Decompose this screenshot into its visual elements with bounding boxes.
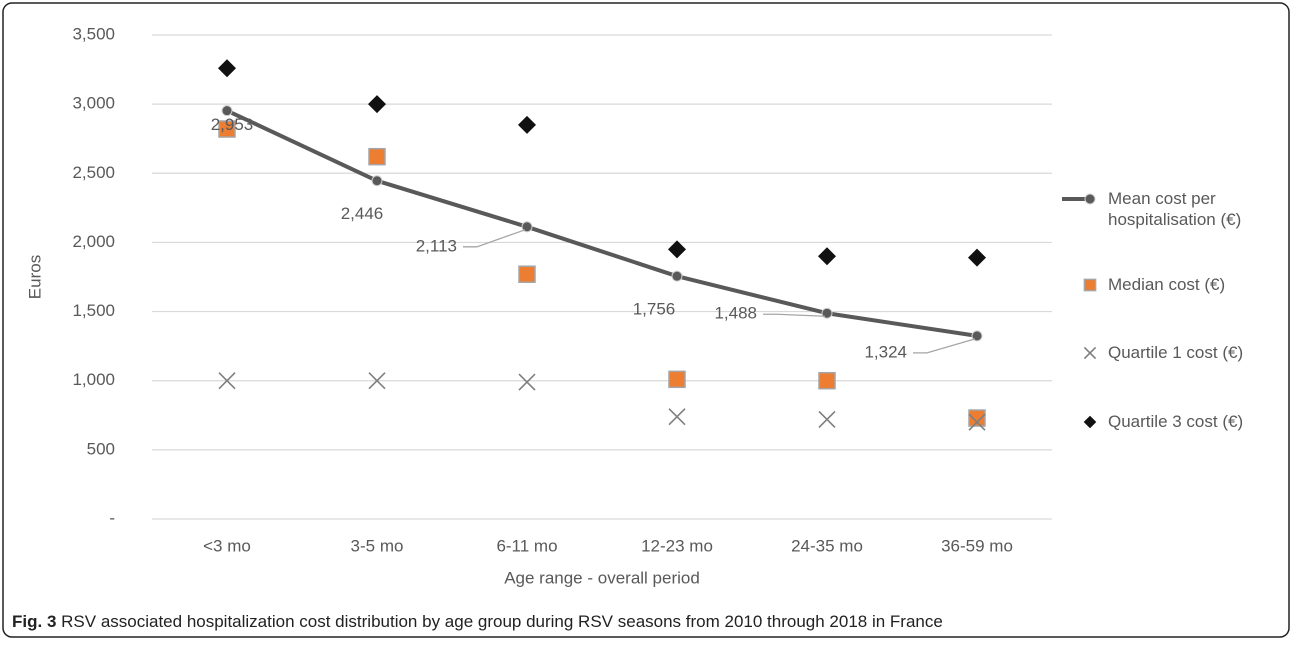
legend-swatch bbox=[1083, 415, 1097, 429]
x-tick-label: <3 mo bbox=[203, 536, 251, 555]
leader-line bbox=[463, 229, 526, 248]
legend-swatch bbox=[1062, 193, 1096, 205]
caption-label: Fig. 3 bbox=[12, 612, 57, 631]
y-tick-label: 2,000 bbox=[72, 232, 115, 251]
legend-swatch bbox=[1083, 278, 1097, 292]
caption-text: RSV associated hospitalization cost dist… bbox=[61, 612, 943, 631]
point bbox=[668, 408, 686, 426]
legend-entry: Mean cost per hospitalisation (€) bbox=[1062, 188, 1278, 230]
data-label: 1,488 bbox=[714, 304, 757, 323]
y-tick-label: 1,500 bbox=[72, 301, 115, 320]
point bbox=[671, 270, 683, 282]
y-tick-label: 3,000 bbox=[72, 94, 115, 113]
x-tick-label: 6-11 mo bbox=[496, 536, 557, 555]
y-tick-label: 3,500 bbox=[72, 24, 115, 43]
legend-entry: Median cost (€) bbox=[1062, 274, 1278, 296]
x-tick-label: 24-35 mo bbox=[791, 536, 863, 555]
legend-label: Quartile 1 cost (€) bbox=[1108, 343, 1244, 362]
point bbox=[818, 371, 836, 390]
point bbox=[218, 59, 236, 78]
point bbox=[818, 410, 836, 428]
legend-entry: Quartile 1 cost (€) bbox=[1062, 342, 1278, 364]
point bbox=[668, 240, 686, 259]
x-tick-label: 12-23 mo bbox=[641, 536, 713, 555]
point bbox=[218, 120, 236, 138]
point bbox=[1083, 346, 1097, 360]
point bbox=[968, 409, 986, 427]
legend-entry: Quartile 3 cost (€) bbox=[1062, 411, 1278, 433]
data-label: 1,324 bbox=[864, 342, 907, 361]
point bbox=[518, 115, 536, 134]
y-tick-label: 2,500 bbox=[72, 163, 115, 182]
point bbox=[368, 372, 386, 390]
point bbox=[368, 95, 386, 114]
point bbox=[221, 105, 233, 117]
leader-line bbox=[913, 338, 976, 354]
legend-label: Quartile 3 cost (€) bbox=[1108, 412, 1244, 431]
point bbox=[1083, 415, 1097, 429]
x-tick-label: 36-59 mo bbox=[941, 536, 1013, 555]
y-tick-label: 500 bbox=[87, 439, 115, 458]
legend-swatch bbox=[1083, 346, 1097, 360]
point bbox=[668, 370, 686, 389]
point bbox=[968, 248, 986, 267]
y-tick-label: - bbox=[109, 508, 115, 527]
data-label: 2,953 bbox=[211, 115, 254, 134]
point bbox=[968, 413, 986, 431]
data-label: 2,113 bbox=[416, 236, 457, 255]
y-tick-label: 1,000 bbox=[72, 370, 115, 389]
point bbox=[218, 372, 236, 390]
point bbox=[818, 247, 836, 266]
data-label: 1,756 bbox=[633, 300, 676, 319]
caption: Fig. 3 RSV associated hospitalization co… bbox=[12, 612, 943, 632]
point bbox=[1083, 278, 1097, 292]
point bbox=[1084, 193, 1096, 205]
x-tick-label: 3-5 mo bbox=[351, 536, 404, 555]
legend-label: Mean cost per hospitalisation (€) bbox=[1108, 189, 1242, 229]
x-axis-label: Age range - overall period bbox=[504, 568, 700, 587]
y-axis-label: Euros bbox=[25, 255, 44, 299]
leader-line bbox=[763, 313, 826, 317]
mean-line bbox=[226, 108, 978, 338]
point bbox=[518, 373, 536, 391]
data-label: 2,446 bbox=[341, 204, 384, 223]
point bbox=[371, 175, 383, 187]
legend-label: Median cost (€) bbox=[1108, 275, 1226, 294]
point bbox=[368, 147, 386, 166]
point bbox=[518, 265, 536, 283]
